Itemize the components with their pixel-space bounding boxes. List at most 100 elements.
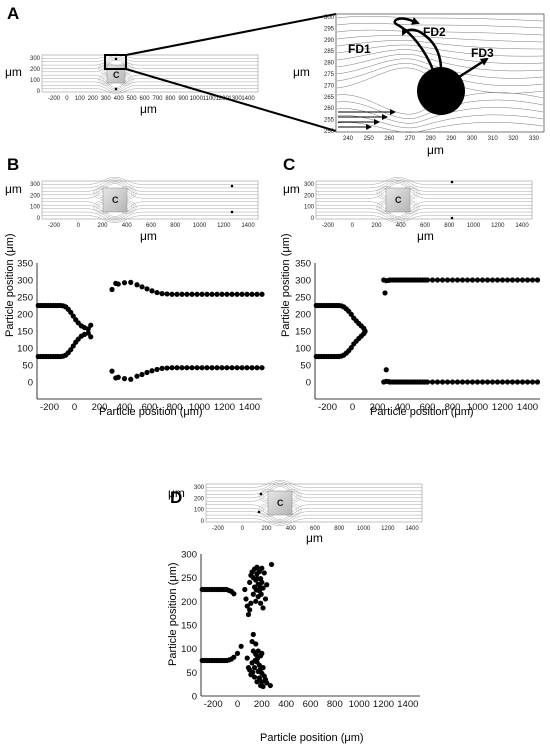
data-point [247,579,253,586]
data-point [362,329,368,335]
y-tick-label: 0 [28,378,33,389]
y-tick-label: 350 [295,259,311,270]
particle [450,180,454,184]
data-point [474,277,481,283]
y-tick-label: 250 [181,573,197,584]
x-tick-label: 1200 [381,526,395,532]
y-tick-label: 50 [300,361,311,372]
data-point [484,277,491,283]
data-point [209,365,215,371]
y-tick-label: 100 [17,344,33,355]
y-tick-label: 150 [181,621,197,632]
x-tick-label: 1200 [215,96,229,102]
data-point [254,291,260,297]
x-tick-label: 1400 [517,402,538,413]
fd2-arrow [393,17,435,71]
data-point [154,366,160,373]
data-point [479,379,486,385]
x-tick-label: 400 [395,402,411,413]
data-point [514,277,521,283]
streamline [42,53,258,59]
x-tick-label: 310 [488,136,499,142]
data-point [234,365,240,371]
y-unit-label: μm [293,65,310,79]
y-tick-label: 350 [17,259,33,270]
data-point [259,579,265,586]
chart-c: Particle position (μm) Particle position… [280,233,541,418]
flow-field-streamlines [42,177,258,223]
panel-a-letter: A [7,4,19,23]
data-point [259,565,265,571]
x-tick-label: 1000 [467,223,481,229]
x-tick-label: 260 [384,136,395,142]
x-tick-label: 1000 [467,402,488,413]
y-unit-label: μm [5,182,22,196]
x-tick-label: -200 [318,402,337,413]
x-tick-label: 200 [370,402,386,413]
x-tick-label: -200 [322,223,335,229]
data-point [383,367,389,373]
data-point [149,288,155,294]
x-tick-label: 400 [396,223,407,229]
y-ticks: 300 200 100 0 [194,485,205,525]
data-point [444,277,451,283]
y-tick-label: 200 [295,310,311,321]
streamline [42,56,258,66]
data-point [179,291,185,297]
data-point [260,683,266,690]
x-tick-label: 600 [420,223,431,229]
chart-b-ylabel: Particle position (μm) [4,233,16,337]
x-ticks: 240 250 260 270 280 290 300 310 320 330 [343,136,540,142]
x-tick-label: 240 [343,136,354,142]
data-point [509,277,516,283]
x-ticks: -200 0 200 400 600 800 1000 1200 1400 [48,223,255,229]
data-point [121,376,128,382]
y-tick-label: 250 [324,129,335,135]
x-tick-label: 280 [426,136,437,142]
x-tick-label: 1200 [491,223,505,229]
y-tick-label: 285 [324,49,335,55]
x-tick-label: 200 [254,699,270,710]
zoom-connector-top [125,13,337,56]
x-tick-label: 400 [114,96,125,102]
zoom-streamline [336,49,544,64]
fd3-arrow [458,57,489,79]
chart-b: Particle position (μm) Particle position… [4,233,265,418]
data-point [258,600,264,606]
data-point [250,591,256,597]
data-point [194,365,200,371]
particle [257,510,261,514]
x-tick-label: 800 [165,96,176,102]
x-tick-label: 1300 [228,96,242,102]
flow-field-streamlines [316,177,532,223]
data-point [454,277,461,283]
data-point [68,309,74,315]
data-point [248,600,254,606]
x-tick-label: 600 [303,699,319,710]
streamline [42,74,258,88]
data-point [434,277,441,283]
streamline [42,215,258,223]
x-tick-label: 250 [364,136,375,142]
particle [230,184,234,188]
particle [450,216,454,220]
x-tick-label: 1000 [357,526,371,532]
data-point [139,371,145,378]
x-tick-label: 800 [167,402,183,413]
streamline [206,507,422,522]
zoom-streamline [336,40,544,50]
data-point [214,291,220,297]
zoom-streamline [336,114,544,129]
data-point [449,379,456,385]
data-point [504,277,511,283]
x-tick-label: 600 [140,96,151,102]
streamline [42,211,258,222]
zoom-streamline [336,35,544,43]
data-point [115,374,121,380]
streamline [42,181,258,196]
x-tick-label: 1000 [349,699,370,710]
streamline [42,201,258,217]
cube-obstacle [385,187,411,213]
